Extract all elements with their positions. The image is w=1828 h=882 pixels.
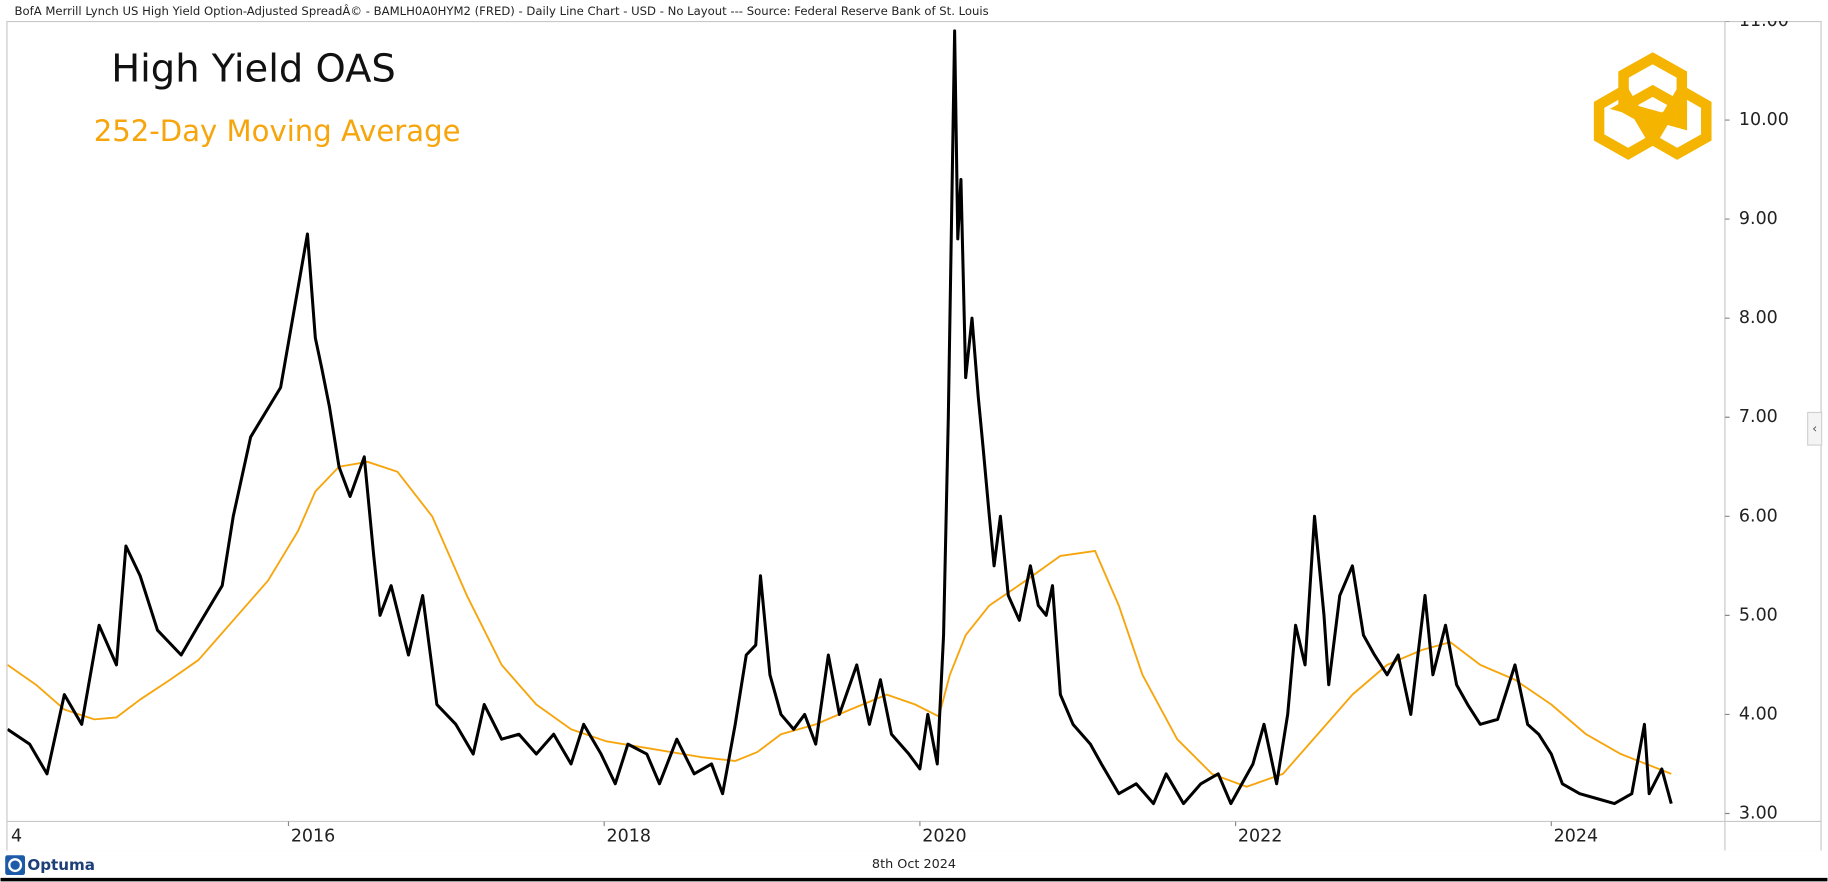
y-axis: 3.00 4.00 5.00 6.00 7.00 8.00 9.00 10.00 11.00 — [1724, 11, 1789, 823]
x-tick-label: 2020 — [922, 827, 966, 847]
oas-line — [7, 29, 1673, 806]
footer — [0, 850, 1828, 882]
x-axis: 4 2016 2018 2020 2022 2024 — [11, 821, 1598, 847]
chart-subtitle: 252-Day Moving Average — [94, 114, 461, 148]
chart-title: High Yield OAS — [111, 47, 396, 92]
y-tick-label: 6.00 — [1739, 506, 1778, 526]
y-tick-label: 8.00 — [1739, 308, 1778, 328]
brand-name: Optuma — [27, 856, 95, 874]
y-tick-label: 4.00 — [1739, 704, 1778, 724]
x-tick-label: 2016 — [291, 827, 335, 847]
x-tick-label: 2018 — [607, 827, 651, 847]
x-tick-label: 2022 — [1238, 827, 1282, 847]
side-panel-tab[interactable] — [1807, 411, 1823, 446]
brand-logo — [1593, 52, 1712, 160]
y-tick-label: 11.00 — [1739, 11, 1789, 31]
y-tick-label: 3.00 — [1739, 803, 1778, 823]
y-tick-label: 7.00 — [1739, 407, 1778, 427]
x-tick-label: 2024 — [1554, 827, 1598, 847]
plot-area — [7, 29, 1673, 806]
side-panel-arrow[interactable]: ‹ — [1812, 421, 1817, 436]
brand-icon — [5, 855, 26, 876]
brand-icon-mark — [8, 858, 23, 873]
x-tick-label: 4 — [11, 827, 22, 847]
chart-date: 8th Oct 2024 — [872, 857, 956, 872]
y-tick-label: 10.00 — [1739, 110, 1789, 130]
y-tick-label: 5.00 — [1739, 605, 1778, 625]
moving-average-line — [7, 460, 1672, 788]
y-tick-label: 9.00 — [1739, 209, 1778, 229]
chart-header: BofA Merrill Lynch US High Yield Option-… — [15, 3, 989, 18]
